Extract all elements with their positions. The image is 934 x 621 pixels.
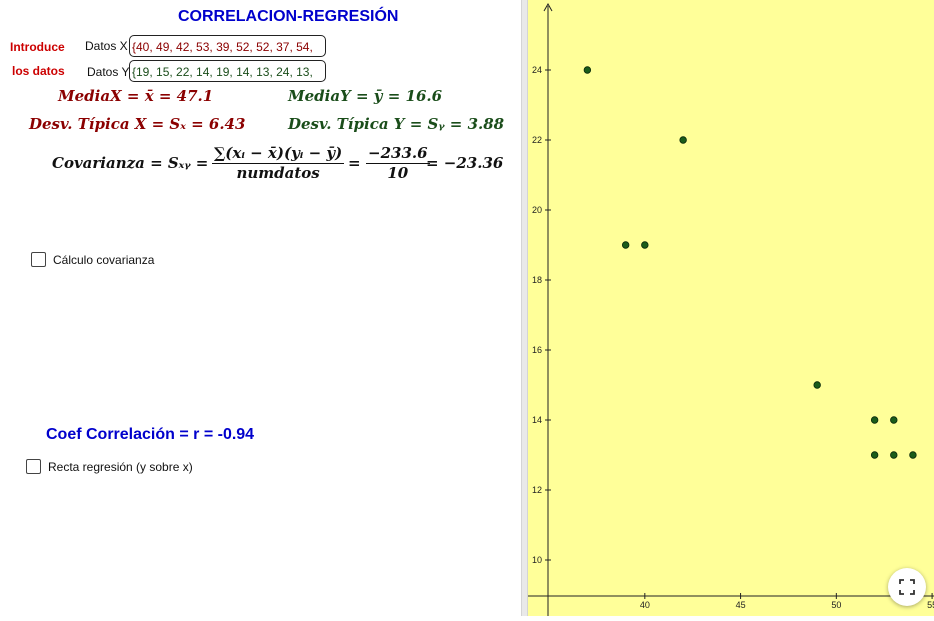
y-axis-arrow [543, 2, 553, 12]
covarianza-label: Covarianza = Sₓᵧ = [52, 154, 209, 172]
graphics-view[interactable]: 10 12 14 16 18 20 22 24 40 45 50 55 [528, 0, 934, 616]
y-tick-label: 20 [532, 205, 542, 215]
scatter-chart: 10 12 14 16 18 20 22 24 40 45 50 55 [528, 0, 934, 616]
calc-cov-checkbox[interactable] [31, 252, 46, 267]
fullscreen-button[interactable] [888, 568, 926, 606]
desv-x-formula: Desv. Típica X = Sₓ = 6.43 [29, 115, 246, 133]
data-point [641, 241, 649, 249]
recta-label[interactable]: Recta regresión (y sobre x) [48, 460, 193, 474]
datos-y-input[interactable]: {19, 15, 22, 14, 19, 14, 13, 24, 13, [129, 60, 326, 82]
cov-result: = −23.36 [426, 154, 504, 172]
x-tick-label: 40 [640, 600, 650, 610]
algebra-panel: CORRELACION-REGRESIÓN Introduce los dato… [10, 8, 505, 474]
data-point [890, 451, 898, 459]
y-tick-label: 12 [532, 485, 542, 495]
page-title: CORRELACION-REGRESIÓN [178, 8, 399, 25]
cov-denominator: numdatos [236, 164, 320, 182]
y-tick-label: 10 [532, 555, 542, 565]
cov-denominator-2: 10 [387, 164, 409, 182]
y-tick-label: 16 [532, 345, 542, 355]
fullscreen-icon [899, 579, 915, 595]
data-point [621, 241, 630, 249]
y-tick-label: 18 [532, 275, 542, 285]
data-point [909, 451, 917, 459]
cov-numerator: ∑(xᵢ − x̄)(yᵢ − ȳ) [212, 144, 345, 164]
recta-checkbox[interactable] [26, 459, 41, 474]
data-point [870, 416, 879, 424]
x-tick-label: 55 [927, 600, 934, 610]
cov-equals: = [348, 154, 361, 172]
x-tick-label: 45 [736, 600, 746, 610]
plot-background [528, 0, 934, 616]
calc-cov-label[interactable]: Cálculo covarianza [53, 253, 155, 267]
coef-correlacion: Coef Correlación = r = -0.94 [46, 426, 255, 443]
y-tick-label: 24 [532, 65, 542, 75]
datos-y-label: Datos Y [87, 65, 130, 79]
datos-x-label: Datos X [85, 39, 128, 53]
datos-x-input[interactable]: {40, 49, 42, 53, 39, 52, 52, 37, 54, [129, 35, 326, 57]
intro-label-2: los datos [12, 64, 65, 78]
covarianza-fraction: ∑(xᵢ − x̄)(yᵢ − ȳ) numdatos [212, 144, 345, 182]
data-point [890, 416, 898, 424]
y-tick-label: 22 [532, 135, 542, 145]
data-point [813, 381, 821, 389]
panel-divider[interactable] [521, 0, 528, 616]
data-point [679, 136, 687, 144]
data-point [583, 66, 592, 74]
data-point [870, 451, 879, 459]
intro-label-1: Introduce [10, 40, 65, 54]
media-y-formula: MediaY = ȳ = 16.6 [288, 87, 443, 105]
media-x-formula: MediaX = x̄ = 47.1 [58, 87, 214, 105]
desv-y-formula: Desv. Típica Y = Sᵧ = 3.88 [288, 115, 505, 133]
x-tick-label: 50 [831, 600, 841, 610]
y-tick-label: 14 [532, 415, 542, 425]
covarianza-fraction-2: −233.6 10 [366, 144, 430, 182]
cov-numerator-2: −233.6 [366, 144, 430, 164]
